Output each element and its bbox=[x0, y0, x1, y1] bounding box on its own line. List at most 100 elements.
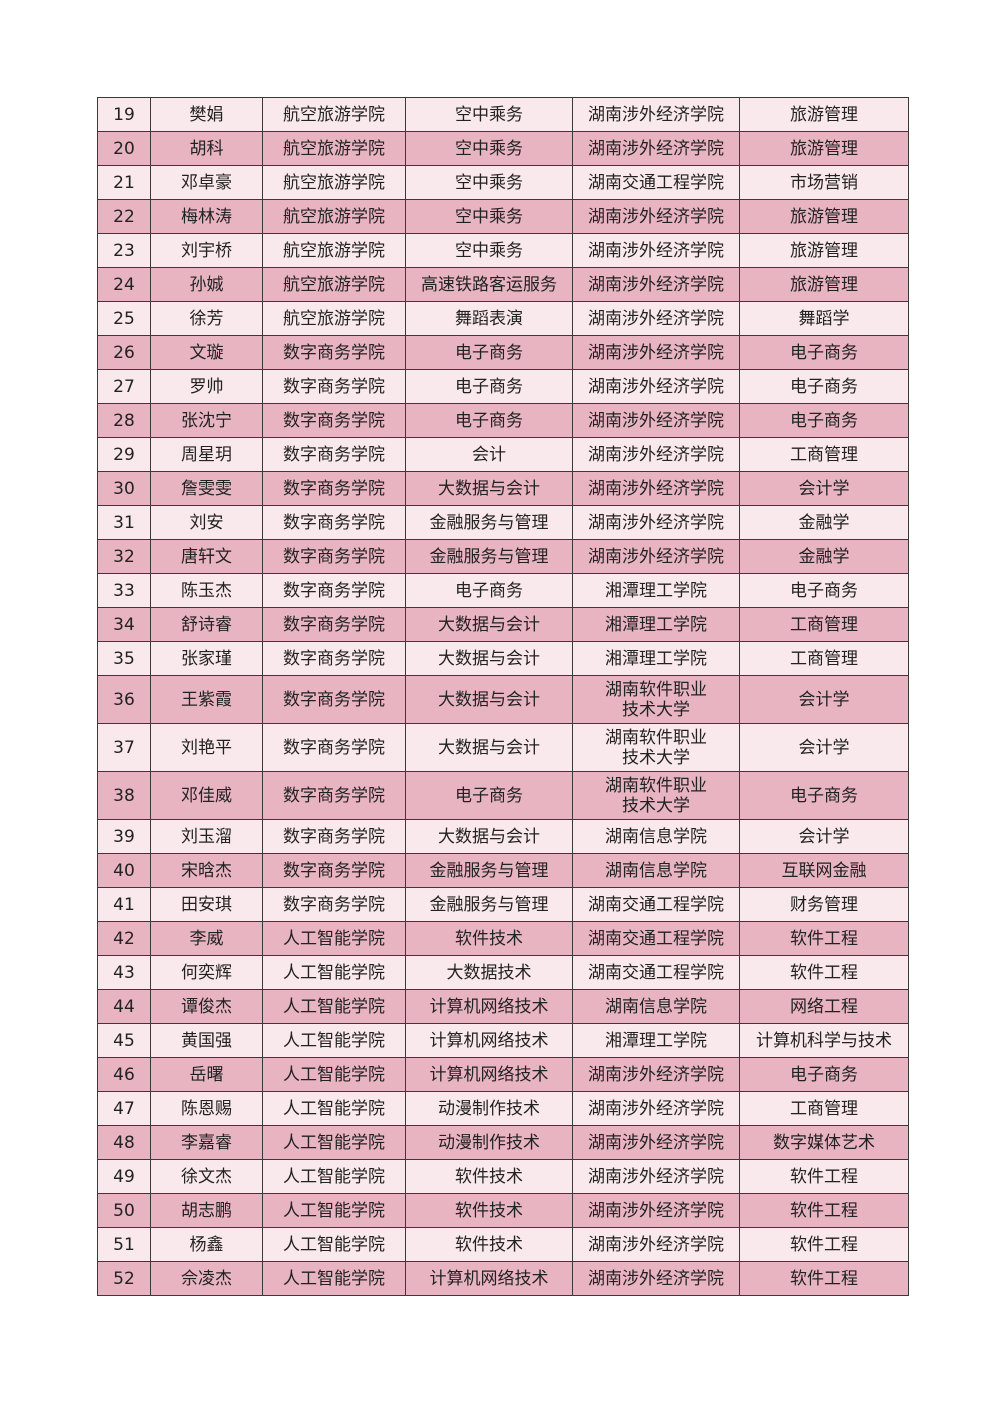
cell-college: 航空旅游学院 bbox=[262, 233, 406, 268]
cell-no: 39 bbox=[97, 819, 151, 854]
cell-college: 数字商务学院 bbox=[262, 403, 406, 438]
cell-major: 大数据与会计 bbox=[405, 607, 573, 642]
cell-major: 空中乘务 bbox=[405, 233, 573, 268]
cell-college: 数字商务学院 bbox=[262, 505, 406, 540]
cell-name: 徐芳 bbox=[150, 301, 263, 336]
cell-major: 软件技术 bbox=[405, 1227, 573, 1262]
cell-school: 湖南涉外经济学院 bbox=[572, 1193, 740, 1228]
cell-name: 梅林涛 bbox=[150, 199, 263, 234]
cell-name: 周星玥 bbox=[150, 437, 263, 472]
cell-no: 51 bbox=[97, 1227, 151, 1262]
cell-college: 人工智能学院 bbox=[262, 1227, 406, 1262]
table-row: 28 张沈宁 数字商务学院 电子商务 湖南涉外经济学院 电子商务 bbox=[97, 403, 909, 438]
cell-target: 软件工程 bbox=[739, 1227, 909, 1262]
cell-name: 张沈宁 bbox=[150, 403, 263, 438]
cell-major: 电子商务 bbox=[405, 403, 573, 438]
cell-no: 27 bbox=[97, 369, 151, 404]
cell-no: 25 bbox=[97, 301, 151, 336]
cell-major: 空中乘务 bbox=[405, 97, 573, 132]
cell-target: 数字媒体艺术 bbox=[739, 1125, 909, 1160]
cell-name: 岳曙 bbox=[150, 1057, 263, 1092]
cell-no: 43 bbox=[97, 955, 151, 990]
table-row: 41 田安琪 数字商务学院 金融服务与管理 湖南交通工程学院 财务管理 bbox=[97, 887, 909, 922]
cell-school: 湖南涉外经济学院 bbox=[572, 539, 740, 574]
cell-school: 湘潭理工学院 bbox=[572, 573, 740, 608]
cell-school: 湖南信息学院 bbox=[572, 853, 740, 888]
cell-target: 工商管理 bbox=[739, 607, 909, 642]
cell-no: 35 bbox=[97, 641, 151, 676]
table-row: 39 刘玉溜 数字商务学院 大数据与会计 湖南信息学院 会计学 bbox=[97, 819, 909, 854]
cell-major: 大数据技术 bbox=[405, 955, 573, 990]
cell-major: 会计 bbox=[405, 437, 573, 472]
cell-school: 湖南信息学院 bbox=[572, 989, 740, 1024]
cell-target: 旅游管理 bbox=[739, 233, 909, 268]
cell-college: 数字商务学院 bbox=[262, 675, 406, 724]
cell-name: 张家瑾 bbox=[150, 641, 263, 676]
cell-name: 邓卓豪 bbox=[150, 165, 263, 200]
table-row: 40 宋晗杰 数字商务学院 金融服务与管理 湖南信息学院 互联网金融 bbox=[97, 853, 909, 888]
cell-name: 胡科 bbox=[150, 131, 263, 166]
cell-college: 航空旅游学院 bbox=[262, 267, 406, 302]
cell-school: 湘潭理工学院 bbox=[572, 1023, 740, 1058]
cell-college: 人工智能学院 bbox=[262, 955, 406, 990]
cell-target: 软件工程 bbox=[739, 955, 909, 990]
table-row: 47 陈恩赐 人工智能学院 动漫制作技术 湖南涉外经济学院 工商管理 bbox=[97, 1091, 909, 1126]
cell-no: 37 bbox=[97, 723, 151, 772]
cell-name: 舒诗睿 bbox=[150, 607, 263, 642]
cell-major: 金融服务与管理 bbox=[405, 539, 573, 574]
cell-major: 大数据与会计 bbox=[405, 819, 573, 854]
cell-school: 湖南交通工程学院 bbox=[572, 921, 740, 956]
cell-no: 49 bbox=[97, 1159, 151, 1194]
cell-major: 计算机网络技术 bbox=[405, 989, 573, 1024]
cell-name: 黄国强 bbox=[150, 1023, 263, 1058]
cell-school: 湖南涉外经济学院 bbox=[572, 1125, 740, 1160]
table-row: 52 佘凌杰 人工智能学院 计算机网络技术 湖南涉外经济学院 软件工程 bbox=[97, 1261, 909, 1296]
cell-target: 电子商务 bbox=[739, 771, 909, 820]
cell-no: 34 bbox=[97, 607, 151, 642]
table-row: 20 胡科 航空旅游学院 空中乘务 湖南涉外经济学院 旅游管理 bbox=[97, 131, 909, 166]
cell-major: 空中乘务 bbox=[405, 165, 573, 200]
cell-college: 航空旅游学院 bbox=[262, 165, 406, 200]
cell-target: 软件工程 bbox=[739, 1193, 909, 1228]
cell-name: 王紫霞 bbox=[150, 675, 263, 724]
cell-target: 软件工程 bbox=[739, 921, 909, 956]
cell-target: 舞蹈学 bbox=[739, 301, 909, 336]
table-row: 43 何奕辉 人工智能学院 大数据技术 湖南交通工程学院 软件工程 bbox=[97, 955, 909, 990]
cell-name: 佘凌杰 bbox=[150, 1261, 263, 1296]
cell-no: 47 bbox=[97, 1091, 151, 1126]
cell-target: 电子商务 bbox=[739, 1057, 909, 1092]
table-row: 24 孙娍 航空旅游学院 高速铁路客运服务 湖南涉外经济学院 旅游管理 bbox=[97, 267, 909, 302]
cell-name: 刘玉溜 bbox=[150, 819, 263, 854]
cell-school: 湖南涉外经济学院 bbox=[572, 471, 740, 506]
cell-college: 数字商务学院 bbox=[262, 369, 406, 404]
cell-school: 湖南涉外经济学院 bbox=[572, 505, 740, 540]
cell-name: 李威 bbox=[150, 921, 263, 956]
table-row: 49 徐文杰 人工智能学院 软件技术 湖南涉外经济学院 软件工程 bbox=[97, 1159, 909, 1194]
table-body: 19 樊娟 航空旅游学院 空中乘务 湖南涉外经济学院 旅游管理 20 胡科 航空旅游学院 空中乘务… bbox=[97, 97, 909, 1296]
cell-name: 田安琪 bbox=[150, 887, 263, 922]
cell-college: 数字商务学院 bbox=[262, 887, 406, 922]
cell-major: 大数据与会计 bbox=[405, 723, 573, 772]
cell-target: 会计学 bbox=[739, 819, 909, 854]
cell-name: 谭俊杰 bbox=[150, 989, 263, 1024]
cell-school: 湖南涉外经济学院 bbox=[572, 199, 740, 234]
table-row: 46 岳曙 人工智能学院 计算机网络技术 湖南涉外经济学院 电子商务 bbox=[97, 1057, 909, 1092]
cell-college: 人工智能学院 bbox=[262, 1193, 406, 1228]
cell-no: 31 bbox=[97, 505, 151, 540]
cell-target: 金融学 bbox=[739, 539, 909, 574]
cell-target: 会计学 bbox=[739, 723, 909, 772]
cell-school: 湖南涉外经济学院 bbox=[572, 1091, 740, 1126]
cell-name: 李嘉睿 bbox=[150, 1125, 263, 1160]
cell-major: 电子商务 bbox=[405, 369, 573, 404]
cell-school: 湖南涉外经济学院 bbox=[572, 437, 740, 472]
cell-no: 50 bbox=[97, 1193, 151, 1228]
cell-no: 44 bbox=[97, 989, 151, 1024]
cell-target: 会计学 bbox=[739, 675, 909, 724]
cell-major: 软件技术 bbox=[405, 1193, 573, 1228]
cell-no: 30 bbox=[97, 471, 151, 506]
cell-college: 数字商务学院 bbox=[262, 437, 406, 472]
table-row: 50 胡志鹏 人工智能学院 软件技术 湖南涉外经济学院 软件工程 bbox=[97, 1193, 909, 1228]
cell-target: 电子商务 bbox=[739, 335, 909, 370]
cell-target: 金融学 bbox=[739, 505, 909, 540]
cell-major: 软件技术 bbox=[405, 1159, 573, 1194]
